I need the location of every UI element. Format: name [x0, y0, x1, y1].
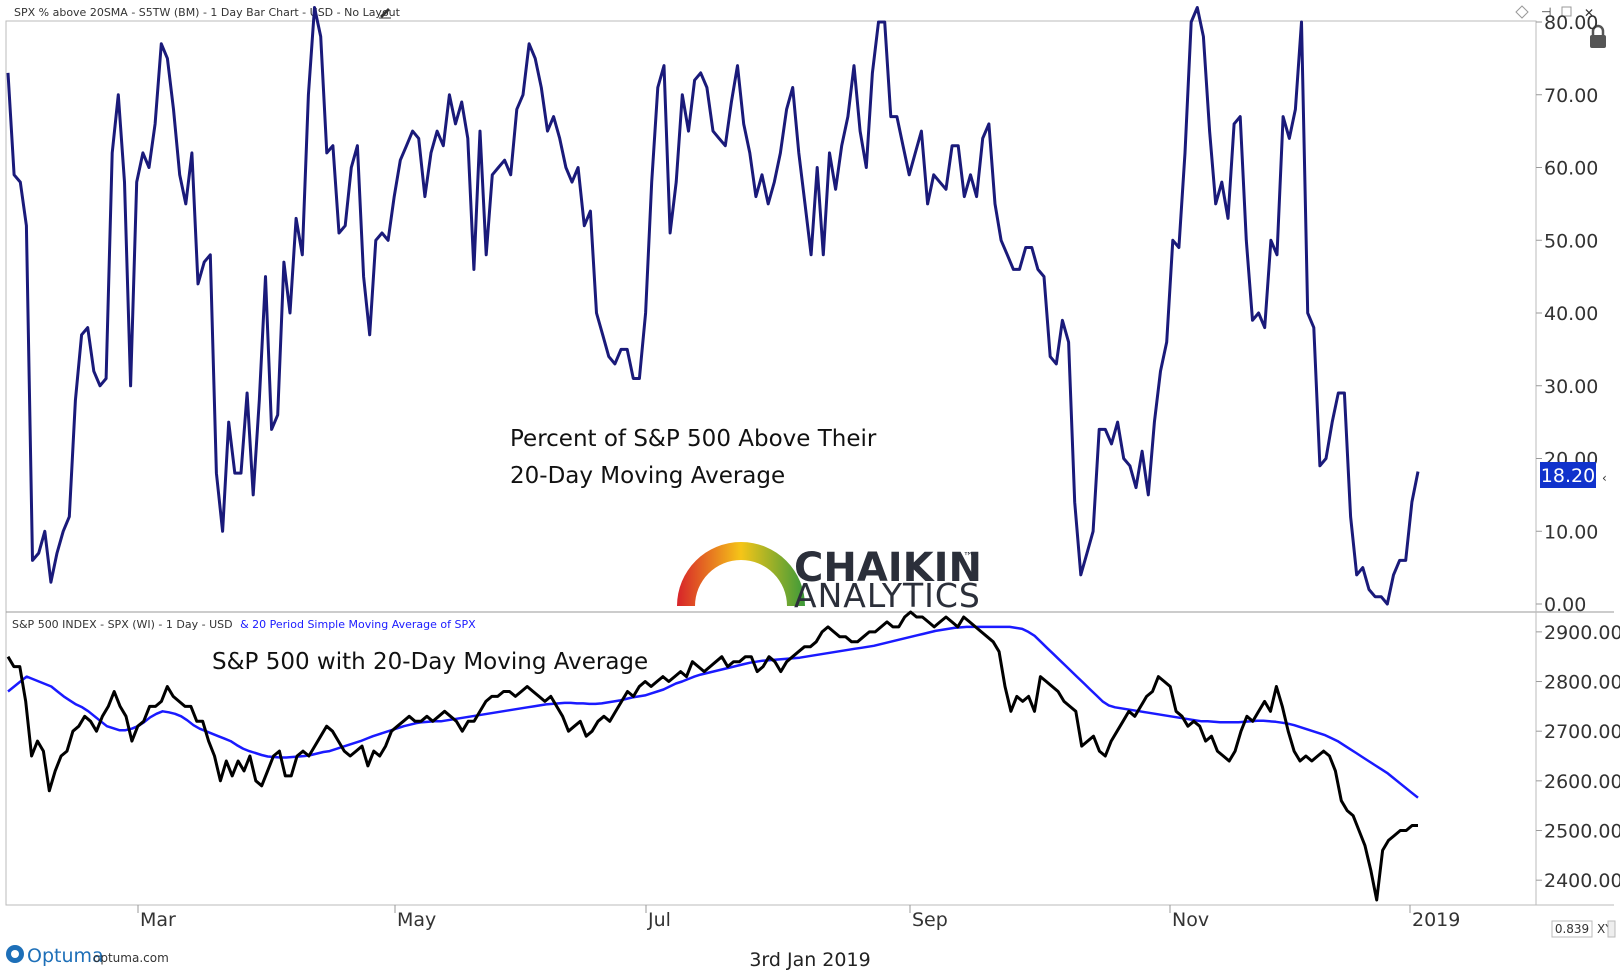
optuma-logo-icon — [6, 945, 24, 963]
bottom-y-tick-label: 2800.00 — [1544, 672, 1620, 694]
bottom-y-tick-label: 2900.00 — [1544, 622, 1620, 644]
x-tick-label: 2019 — [1412, 909, 1460, 931]
bottom-header-ma: & 20 Period Simple Moving Average of SPX — [240, 618, 476, 631]
logo-name: CHAIKIN — [794, 545, 982, 591]
spx-price-line — [6, 610, 1418, 902]
optuma-brand: Optuma optuma.com — [6, 945, 169, 967]
diamond-icon[interactable] — [1515, 5, 1529, 19]
x-axis: Mar May Jul Sep Nov 2019 — [137, 905, 1460, 931]
edit-pencil-icon[interactable] — [379, 8, 391, 19]
top-plot-area — [6, 6, 1420, 606]
bottom-annotation: S&P 500 with 20-Day Moving Average — [212, 649, 648, 675]
close-icon[interactable]: ✕ — [1584, 6, 1594, 20]
logo-sub: ANALYTICS — [794, 576, 981, 615]
top-y-tick-label: 50.00 — [1544, 230, 1598, 252]
zoom-indicator[interactable]: 0.839 XY — [1551, 920, 1616, 938]
top-annotation-line2: 20-Day Moving Average — [510, 463, 785, 489]
bottom-header-main: S&P 500 INDEX - SPX (WI) - 1 Day - USD — [12, 618, 233, 631]
bottom-y-tick-label: 2500.00 — [1544, 821, 1620, 843]
window-controls: ⊣ ✕ — [1515, 5, 1594, 20]
top-y-tick-label: 60.00 — [1544, 158, 1598, 180]
restore-icon[interactable] — [1561, 6, 1572, 17]
top-y-tick-label: 10.00 — [1544, 521, 1598, 543]
top-y-axis: 0.0010.0020.0030.0040.0050.0060.0070.008… — [1536, 12, 1598, 616]
bottom-y-axis: 2400.00 2500.00 2600.00 2700.00 2800.00 2900.… — [1536, 622, 1620, 892]
bottom-y-tick-label: 2600.00 — [1544, 771, 1620, 793]
x-tick-label: Sep — [912, 909, 948, 931]
top-y-tick-label: 40.00 — [1544, 303, 1598, 325]
zoom-value: 0.839 — [1555, 922, 1589, 936]
top-y-tick-label: 0.00 — [1544, 594, 1586, 616]
x-tick-label: Mar — [140, 909, 176, 931]
top-y-tick-label: 30.00 — [1544, 376, 1598, 398]
logo-trademark: ™ — [963, 550, 974, 563]
collapse-arrow-icon[interactable]: ‹ — [1602, 471, 1607, 485]
chaikin-logo: CHAIKIN ™ ANALYTICS — [677, 542, 982, 615]
footer-date: 3rd Jan 2019 — [749, 949, 870, 971]
bottom-y-tick-label: 2700.00 — [1544, 721, 1620, 743]
bottom-panel-header: S&P 500 INDEX - SPX (WI) - 1 Day - USD &… — [12, 618, 476, 631]
current-value-text: 18.20 — [1541, 465, 1595, 487]
top-panel-header: SPX % above 20SMA - S5TW (BM) - 1 Day Ba… — [14, 6, 401, 19]
top-series-line — [6, 6, 1420, 606]
top-y-tick-label: 70.00 — [1544, 85, 1598, 107]
bottom-y-tick-label: 2400.00 — [1544, 870, 1620, 892]
logo-gauge-icon — [677, 542, 805, 606]
x-tick-label: Nov — [1172, 909, 1209, 931]
x-tick-label: Jul — [647, 909, 671, 931]
bottom-plot-area — [6, 610, 1419, 902]
x-tick-label: May — [397, 909, 436, 931]
lock-icon[interactable] — [1590, 24, 1606, 48]
optuma-site: optuma.com — [93, 951, 169, 965]
optuma-brand-name: Optuma — [27, 945, 104, 967]
top-y-tick-label: 80.00 — [1544, 12, 1598, 34]
current-value-badge: 18.20 — [1540, 462, 1596, 488]
top-annotation-line1: Percent of S&P 500 Above Their — [510, 426, 877, 452]
pin-icon[interactable]: ⊣ — [1541, 5, 1551, 19]
